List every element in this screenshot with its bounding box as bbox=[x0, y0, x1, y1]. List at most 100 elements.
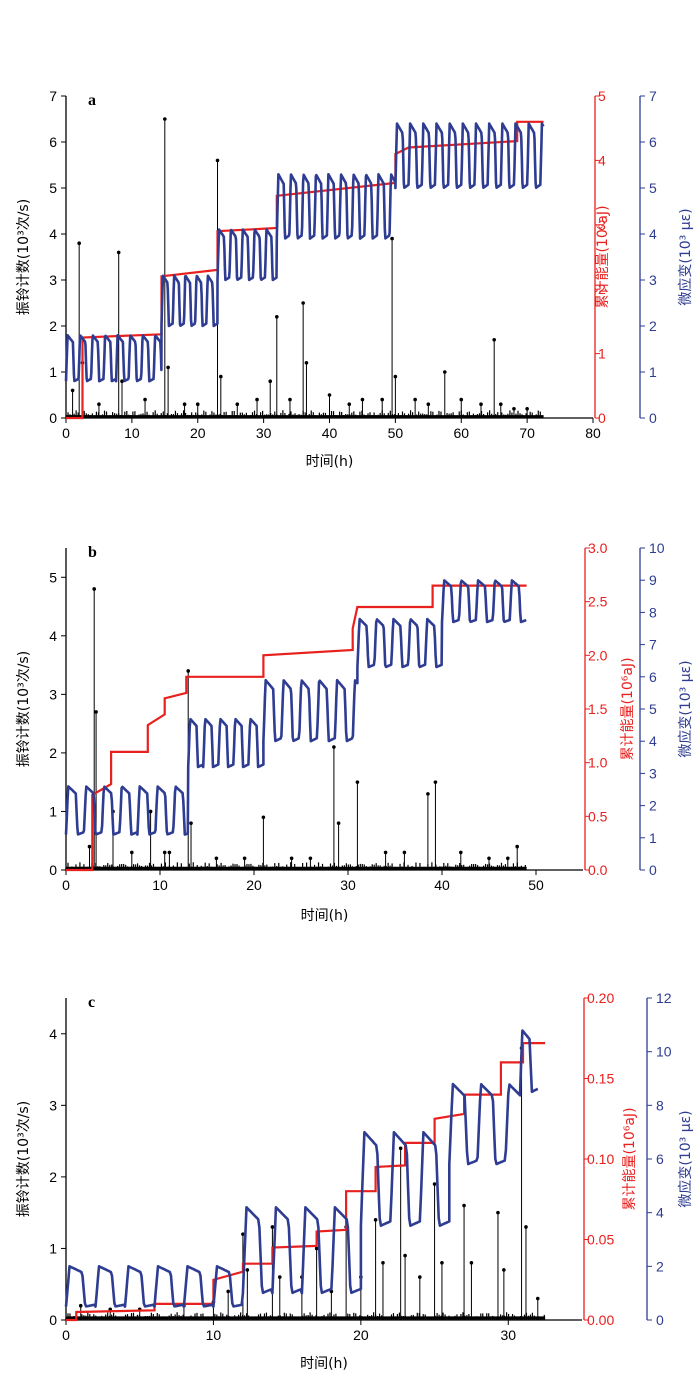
x-tick-label: 30 bbox=[500, 1327, 516, 1343]
energy-tick-label: 0.05 bbox=[587, 1232, 614, 1248]
ring-count-point bbox=[214, 856, 219, 861]
strain-tick-label: 8 bbox=[656, 1097, 664, 1113]
ring-count-point bbox=[94, 710, 98, 714]
ring-count-point bbox=[360, 397, 365, 402]
strain-tick-label: 10 bbox=[649, 540, 665, 556]
left-tick-label: 2 bbox=[49, 745, 57, 761]
ring-count-point bbox=[403, 1253, 407, 1258]
x-tick-label: 0 bbox=[62, 877, 70, 893]
x-tick-label: 30 bbox=[340, 877, 356, 893]
energy-tick-label: 2.5 bbox=[588, 594, 608, 610]
ring-count-point bbox=[70, 388, 75, 393]
ring-count-point bbox=[143, 397, 147, 402]
x-tick-label: 0 bbox=[62, 425, 70, 441]
left-tick-label: 0 bbox=[49, 1312, 57, 1328]
left-axis-title: 振铃计数(10³次/s) bbox=[16, 199, 32, 315]
micro-strain-line bbox=[64, 122, 545, 383]
x-tick-label: 20 bbox=[190, 425, 206, 441]
panel-label: a bbox=[88, 92, 96, 109]
energy-tick-label: 5 bbox=[598, 88, 606, 104]
strain-tick-label: 9 bbox=[649, 572, 657, 588]
ring-count-point bbox=[162, 850, 167, 855]
ring-count-point bbox=[275, 315, 279, 319]
ring-count-point bbox=[304, 361, 309, 365]
x-tick-label: 40 bbox=[434, 877, 450, 893]
micro-strain-line bbox=[64, 1029, 539, 1308]
left-axis-title: 振铃计数(10³次/s) bbox=[16, 1101, 32, 1217]
energy-tick-label: 0.5 bbox=[588, 808, 608, 824]
strain-tick-label: 5 bbox=[649, 701, 657, 717]
energy-tick-label: 2.0 bbox=[588, 647, 608, 663]
energy-tick-label: 0.00 bbox=[587, 1312, 614, 1328]
x-tick-label: 50 bbox=[388, 425, 404, 441]
energy-tick-label: 3 bbox=[598, 217, 606, 233]
ring-count-point bbox=[440, 1260, 444, 1265]
ring-count-point bbox=[462, 1203, 466, 1208]
strain-tick-label: 4 bbox=[649, 733, 657, 749]
ring-count-point bbox=[289, 856, 294, 861]
ring-count-point bbox=[426, 792, 430, 796]
ring-count-point bbox=[186, 669, 190, 673]
strain-tick-label: 6 bbox=[649, 134, 657, 150]
left-tick-label: 5 bbox=[49, 180, 57, 196]
left-tick-label: 6 bbox=[49, 134, 57, 150]
left-axis-title: 振铃计数(10³次/s) bbox=[16, 651, 32, 767]
x-tick-label: 80 bbox=[585, 425, 601, 441]
strain-axis-title: 微应变(10³ με) bbox=[677, 208, 694, 305]
cumulative-energy-line bbox=[66, 584, 527, 872]
ring-count-point bbox=[496, 1210, 500, 1215]
ring-count-point bbox=[77, 241, 81, 245]
strain-tick-label: 3 bbox=[649, 765, 657, 781]
left-tick-label: 4 bbox=[49, 1026, 57, 1042]
ring-count-point bbox=[78, 1303, 83, 1308]
ring-count-point bbox=[308, 856, 313, 861]
strain-tick-label: 4 bbox=[649, 226, 657, 242]
ring-count-point bbox=[498, 402, 503, 407]
ring-count-point bbox=[97, 402, 101, 407]
energy-tick-label: 0 bbox=[598, 410, 606, 426]
panel-b: 0 10 20 30 40 50 0 1 2 3 4 5 0.0 0.5 1.0 1.5 2.0 2.5 3.0 0 1… bbox=[16, 540, 694, 924]
x-axis-title: 时间(h) bbox=[301, 908, 349, 924]
left-tick-label: 1 bbox=[49, 803, 57, 819]
ring-count-point bbox=[288, 397, 292, 402]
strain-tick-label: 2 bbox=[649, 798, 657, 814]
ring-count-point bbox=[87, 844, 92, 849]
ring-count-point bbox=[92, 587, 96, 591]
ring-count-point bbox=[432, 1182, 437, 1186]
strain-tick-label: 4 bbox=[656, 1205, 664, 1221]
cumulative-energy-line bbox=[66, 1042, 546, 1322]
ring-count-point bbox=[433, 780, 438, 784]
ring-count-point bbox=[380, 397, 385, 402]
strain-tick-label: 0 bbox=[656, 1312, 664, 1328]
ring-count-point bbox=[148, 809, 153, 814]
energy-tick-label: 1 bbox=[598, 346, 606, 362]
strain-axis-title: 微应变(10³ με) bbox=[677, 1110, 694, 1207]
ring-count-point bbox=[255, 397, 259, 402]
ring-count-point bbox=[242, 856, 247, 861]
ring-count-point bbox=[336, 821, 341, 825]
strain-tick-label: 2 bbox=[649, 318, 657, 334]
left-tick-label: 1 bbox=[49, 364, 57, 380]
ring-count-point bbox=[189, 821, 193, 825]
ring-count-point bbox=[226, 1289, 230, 1294]
ring-count-point bbox=[332, 745, 336, 749]
ring-count-point bbox=[355, 780, 360, 784]
strain-tick-label: 2 bbox=[656, 1258, 664, 1274]
strain-tick-label: 7 bbox=[649, 88, 657, 104]
energy-tick-label: 0.10 bbox=[587, 1151, 614, 1167]
ring-count-series bbox=[65, 1046, 546, 1320]
energy-tick-label: 0.20 bbox=[587, 990, 614, 1006]
x-tick-label: 20 bbox=[246, 877, 262, 893]
ring-count-series bbox=[65, 587, 527, 870]
ring-count-point bbox=[215, 158, 220, 163]
left-tick-label: 5 bbox=[49, 569, 57, 585]
x-axis-title: 时间(h) bbox=[300, 1356, 348, 1372]
ring-count-point bbox=[241, 1232, 245, 1236]
ring-count-point bbox=[195, 402, 200, 407]
ring-count-point bbox=[277, 1275, 282, 1279]
ring-count-point bbox=[314, 1246, 319, 1251]
panel-label: c bbox=[88, 994, 95, 1011]
energy-tick-label: 2 bbox=[598, 281, 606, 297]
energy-axis-title: 累计能量(10⁶aJ) bbox=[620, 657, 636, 760]
ring-count-point bbox=[502, 1268, 506, 1272]
